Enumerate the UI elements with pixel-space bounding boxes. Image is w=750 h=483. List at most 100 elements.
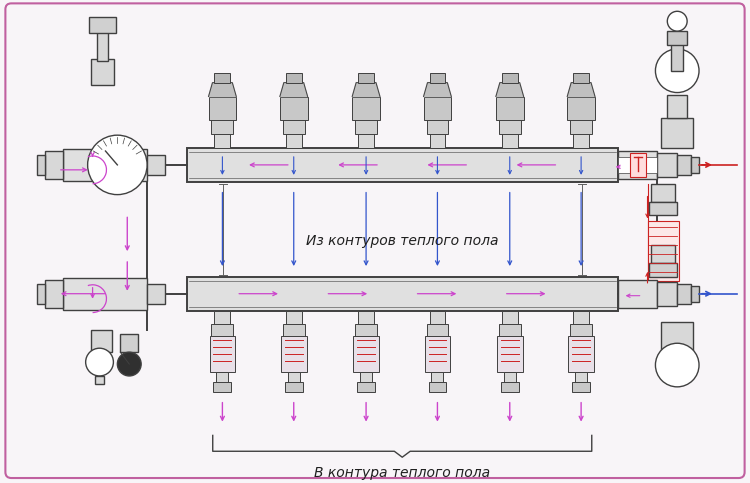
Bar	[358, 134, 374, 148]
Bar	[63, 149, 147, 181]
Bar	[357, 382, 375, 392]
Bar	[677, 155, 691, 175]
Bar	[45, 151, 63, 179]
Bar	[288, 372, 300, 382]
Bar	[668, 95, 687, 118]
Bar	[658, 153, 677, 177]
Bar	[502, 134, 518, 148]
Bar	[120, 334, 138, 352]
Text: Из контуров теплого пола: Из контуров теплого пола	[306, 234, 499, 248]
Bar	[502, 311, 518, 325]
Circle shape	[668, 11, 687, 31]
Bar	[63, 278, 147, 310]
Bar	[575, 372, 587, 382]
Bar	[618, 157, 658, 173]
Bar	[280, 336, 307, 372]
Bar	[286, 311, 302, 325]
Bar	[499, 120, 520, 134]
Bar	[37, 284, 45, 304]
Bar	[618, 151, 658, 179]
Bar	[668, 31, 687, 45]
Bar	[570, 120, 592, 134]
Polygon shape	[496, 83, 524, 97]
Bar	[573, 311, 589, 325]
Bar	[280, 97, 308, 120]
Bar	[427, 120, 448, 134]
Bar	[286, 134, 302, 148]
Polygon shape	[280, 83, 308, 97]
Bar	[572, 382, 590, 392]
Bar	[214, 134, 230, 148]
Bar	[187, 148, 618, 182]
Bar	[360, 372, 372, 382]
Bar	[630, 153, 646, 177]
Bar	[94, 376, 104, 384]
Bar	[37, 155, 45, 175]
Bar	[352, 97, 380, 120]
Bar	[209, 97, 236, 120]
Bar	[45, 280, 63, 308]
Bar	[211, 120, 233, 134]
Circle shape	[656, 343, 699, 387]
Bar	[214, 382, 231, 392]
Bar	[652, 184, 675, 201]
Bar	[424, 336, 450, 372]
Bar	[430, 311, 445, 325]
Bar	[428, 382, 446, 392]
Bar	[677, 284, 691, 304]
Circle shape	[656, 49, 699, 93]
Bar	[501, 382, 519, 392]
FancyBboxPatch shape	[5, 3, 745, 478]
Polygon shape	[209, 83, 236, 97]
Bar	[286, 73, 302, 83]
Bar	[209, 336, 236, 372]
Bar	[650, 201, 677, 215]
Circle shape	[117, 352, 141, 376]
Bar	[285, 382, 303, 392]
Bar	[356, 325, 377, 336]
Bar	[283, 120, 304, 134]
Bar	[430, 73, 445, 83]
Bar	[691, 157, 699, 173]
Bar	[217, 372, 228, 382]
Bar	[97, 31, 109, 61]
Bar	[147, 155, 165, 175]
Circle shape	[86, 348, 113, 376]
Bar	[691, 286, 699, 302]
Bar	[650, 263, 677, 277]
Bar	[573, 73, 589, 83]
Bar	[496, 97, 524, 120]
Text: В контура теплого пола: В контура теплого пола	[314, 466, 490, 480]
Bar	[353, 336, 379, 372]
Bar	[504, 372, 516, 382]
Bar	[427, 325, 448, 336]
Bar	[568, 336, 594, 372]
Bar	[358, 311, 374, 325]
Circle shape	[88, 135, 147, 195]
Bar	[497, 336, 523, 372]
Bar	[356, 120, 377, 134]
Bar	[567, 97, 595, 120]
Bar	[499, 325, 520, 336]
Bar	[671, 43, 683, 71]
Bar	[658, 282, 677, 306]
Bar	[618, 280, 658, 308]
Bar	[662, 118, 693, 148]
Bar	[88, 17, 116, 33]
Bar	[187, 277, 618, 311]
Bar	[91, 59, 115, 85]
Bar	[647, 221, 680, 281]
Bar	[214, 311, 230, 325]
Polygon shape	[567, 83, 595, 97]
Bar	[283, 325, 304, 336]
Bar	[147, 284, 165, 304]
Bar	[652, 245, 675, 263]
Bar	[662, 323, 693, 350]
Bar	[214, 73, 230, 83]
Bar	[573, 134, 589, 148]
Bar	[502, 73, 518, 83]
Bar	[430, 134, 445, 148]
Polygon shape	[424, 83, 451, 97]
Polygon shape	[352, 83, 380, 97]
Bar	[358, 73, 374, 83]
